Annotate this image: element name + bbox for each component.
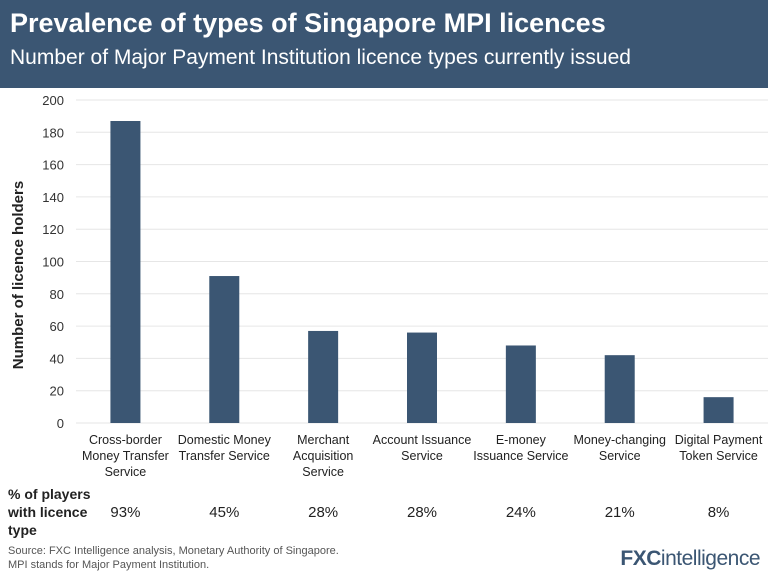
source-text: Source: FXC Intelligence analysis, Monet… [8,545,339,557]
y-axis-label: Number of licence holders [10,181,27,369]
bar [209,276,240,423]
x-tick-label: Merchant Acquisition Service [292,433,354,479]
y-tick-label: 120 [42,222,64,237]
bar [505,345,536,423]
bar [407,332,437,423]
x-tick-label: Account Issuance Service [372,433,472,463]
y-tick-label: 180 [42,125,64,140]
x-tick-label: Digital Payment Token Service [674,433,763,463]
y-tick-label: 60 [50,319,64,334]
x-tick-label: Money-changing Service [573,433,666,463]
bar [110,120,141,424]
x-tick-label: Domestic Money Transfer Service [177,433,271,463]
y-tick-label: 20 [50,384,64,399]
fxc-logo: FXCintelligence [620,547,760,571]
logo-bold: FXC [620,547,661,570]
pct-value: 8% [707,504,730,521]
header: Prevalence of types of Singapore MPI lic… [0,0,768,88]
y-tick-label: 0 [57,416,64,431]
pct-value: 93% [110,504,141,521]
pct-value: 28% [406,504,438,521]
y-tick-label: 140 [42,190,64,205]
bar [604,355,635,423]
source-note: Source: FXC Intelligence analysis, Monet… [8,544,339,572]
footnote: MPI stands for Major Payment Institution… [8,559,210,571]
chart-subtitle: Number of Major Payment Institution lice… [10,46,631,69]
pct-value: 28% [308,504,339,521]
pct-value: 45% [209,504,240,521]
y-tick-label: 40 [50,351,64,366]
x-tick-label: Cross-border Money Transfer Service [82,433,169,479]
y-tick-label: 100 [42,255,64,270]
chart-title: Prevalence of types of Singapore MPI lic… [10,8,606,38]
x-tick-label: E-money Issuance Service [473,433,569,463]
bar [308,330,339,423]
pct-value: 21% [604,504,635,521]
pct-label: % of players with licence type [8,486,91,538]
logo-rest: intelligence [660,547,761,570]
y-tick-label: 160 [42,158,64,173]
y-tick-label: 200 [42,93,64,108]
y-tick-label: 80 [50,287,64,302]
bar [703,397,734,423]
pct-value: 24% [505,504,536,521]
